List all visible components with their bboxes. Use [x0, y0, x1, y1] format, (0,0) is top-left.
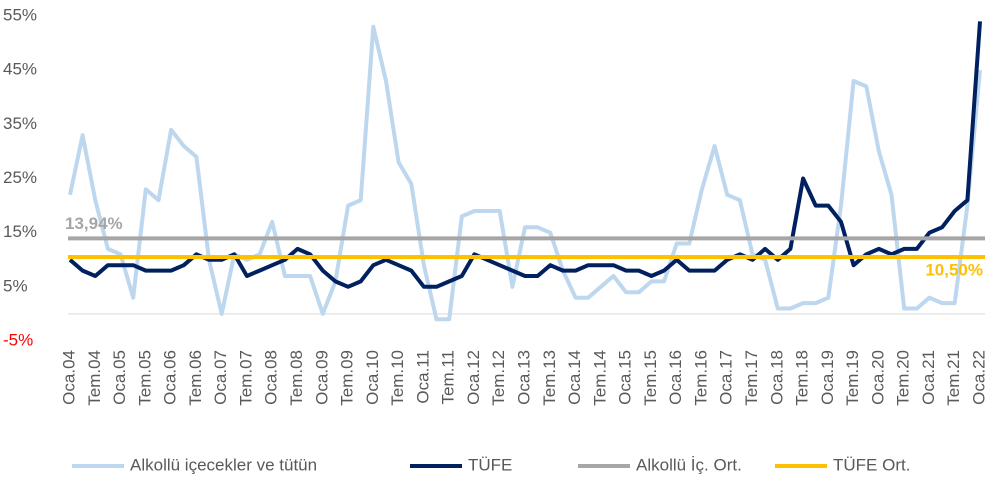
- x-tick-label: Tem.16: [691, 350, 710, 406]
- legend-label: Alkollü İç. Ort.: [636, 455, 742, 474]
- y-tick-label: 25%: [3, 168, 37, 187]
- reference-label: 10,50%: [925, 261, 983, 280]
- reference-label: 13,94%: [65, 214, 123, 233]
- x-tick-label: Oca.14: [565, 350, 584, 405]
- x-tick-label: Tem.07: [236, 350, 255, 406]
- y-tick-label: 5%: [3, 276, 28, 295]
- x-tick-label: Oca.11: [413, 350, 432, 404]
- x-tick-label: Oca.09: [312, 350, 331, 405]
- x-tick-label: Tem.21: [944, 350, 963, 406]
- x-tick-label: Oca.08: [262, 350, 281, 405]
- x-tick-label: Tem.19: [843, 350, 862, 406]
- y-tick-label: 35%: [3, 114, 37, 133]
- x-tick-label: Oca.18: [767, 350, 786, 405]
- x-tick-label: Tem.05: [135, 350, 154, 406]
- x-tick-label: Oca.21: [919, 350, 938, 405]
- x-tick-label: Tem.08: [287, 350, 306, 406]
- x-tick-label: Tem.15: [641, 350, 660, 406]
- y-tick-label: 15%: [3, 222, 37, 241]
- legend-label: TÜFE Ort.: [833, 455, 910, 474]
- x-tick-label: Tem.18: [793, 350, 812, 406]
- x-tick-label: Oca.19: [818, 350, 837, 405]
- x-tick-label: Oca.04: [59, 350, 78, 405]
- x-tick-label: Oca.15: [616, 350, 635, 405]
- y-tick-label: 55%: [3, 5, 37, 24]
- x-tick-label: Tem.13: [540, 350, 559, 406]
- legend-label: Alkollü içecekler ve tütün: [130, 455, 317, 474]
- x-tick-label: Oca.16: [666, 350, 685, 405]
- x-tick-label: Oca.06: [161, 350, 180, 405]
- x-tick-label: Tem.10: [388, 350, 407, 406]
- x-tick-label: Oca.17: [717, 350, 736, 405]
- x-tick-label: Tem.17: [742, 350, 761, 406]
- x-tick-label: Oca.12: [464, 350, 483, 405]
- series-line: [68, 21, 982, 289]
- x-tick-label: Oca.05: [110, 350, 129, 405]
- legend-label: TÜFE: [468, 455, 512, 474]
- y-tick-label: -5%: [3, 330, 33, 349]
- series-line: [68, 24, 982, 322]
- x-tick-label: Tem.09: [338, 350, 357, 406]
- x-tick-label: Tem.14: [590, 350, 609, 406]
- x-tick-label: Oca.10: [363, 350, 382, 405]
- x-tick-label: Tem.04: [85, 350, 104, 406]
- x-tick-label: Oca.13: [514, 350, 533, 405]
- x-tick-label: Oca.22: [969, 350, 988, 405]
- x-tick-label: Tem.06: [186, 350, 205, 406]
- x-tick-label: Tem.11: [439, 350, 458, 405]
- x-tick-label: Tem.20: [894, 350, 913, 406]
- y-tick-label: 45%: [3, 60, 37, 79]
- x-tick-label: Oca.20: [868, 350, 887, 405]
- x-tick-label: Tem.12: [489, 350, 508, 406]
- x-tick-label: Oca.07: [211, 350, 230, 405]
